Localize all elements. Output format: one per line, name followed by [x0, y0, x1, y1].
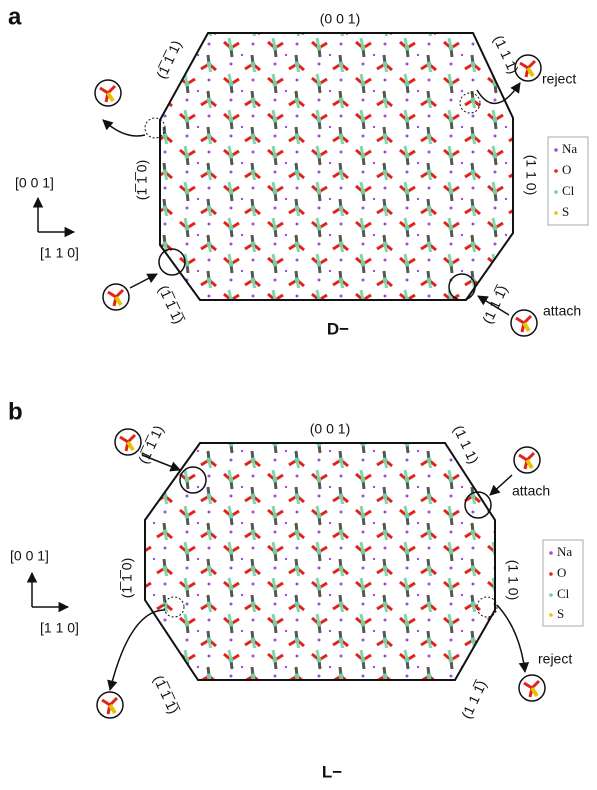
legend-label: Cl — [562, 183, 575, 198]
face-label: (1 1 0) — [505, 560, 521, 600]
face-label: (1 1 1̅) — [479, 282, 511, 326]
legend-label: Na — [562, 141, 577, 156]
caption: D− — [327, 319, 349, 338]
panel-b: b (0 0 1) (1̅ 1̅ 1) (1 1 1) (1̅ 1̅ 0) (1… — [8, 398, 583, 781]
legend-label: O — [562, 162, 571, 177]
legend-label: O — [557, 565, 566, 580]
legend-label: S — [562, 204, 569, 219]
axis-label: [0 0 1] — [15, 175, 54, 191]
face-label: (1̅ 1̅ 1) — [135, 423, 167, 466]
axis-label: [1 1 0] — [40, 245, 79, 261]
panel-label: b — [8, 398, 23, 425]
face-label: (1̅ 1̅ 1̅) — [155, 283, 187, 327]
figure: a (0 0 1) (1̅ 1̅ 1) (1 1 1) (1̅ 1̅ 0) (1… — [0, 0, 597, 785]
crystal — [145, 443, 495, 680]
face-label: (1 1 0) — [523, 155, 539, 195]
legend-label: S — [557, 606, 564, 621]
face-label: (1̅ 1̅ 0) — [119, 558, 135, 598]
legend-label: Na — [557, 544, 572, 559]
legend-label: Cl — [557, 586, 570, 601]
annotation: reject — [542, 71, 576, 87]
annotation: reject — [538, 651, 572, 667]
axis-label: [1 1 0] — [40, 620, 79, 636]
crystal — [160, 33, 513, 300]
axis-label: [0 0 1] — [10, 548, 49, 564]
face-label: (0 0 1) — [320, 11, 360, 27]
panel-a: a (0 0 1) (1̅ 1̅ 1) (1 1 1) (1̅ 1̅ 0) (1… — [8, 3, 588, 338]
face-label: (1 1 1̅) — [458, 677, 490, 721]
face-label: (1̅ 1̅ 0) — [134, 160, 150, 200]
face-label: (0 0 1) — [310, 421, 350, 437]
caption: L− — [322, 762, 342, 781]
panel-label: a — [8, 3, 22, 30]
face-label: (1̅ 1̅ 1̅) — [150, 673, 182, 717]
face-label: (1̅ 1̅ 1) — [153, 38, 185, 81]
face-label: (1 1 1) — [490, 33, 522, 76]
annotation: attach — [543, 303, 581, 319]
annotation: attach — [512, 483, 550, 499]
